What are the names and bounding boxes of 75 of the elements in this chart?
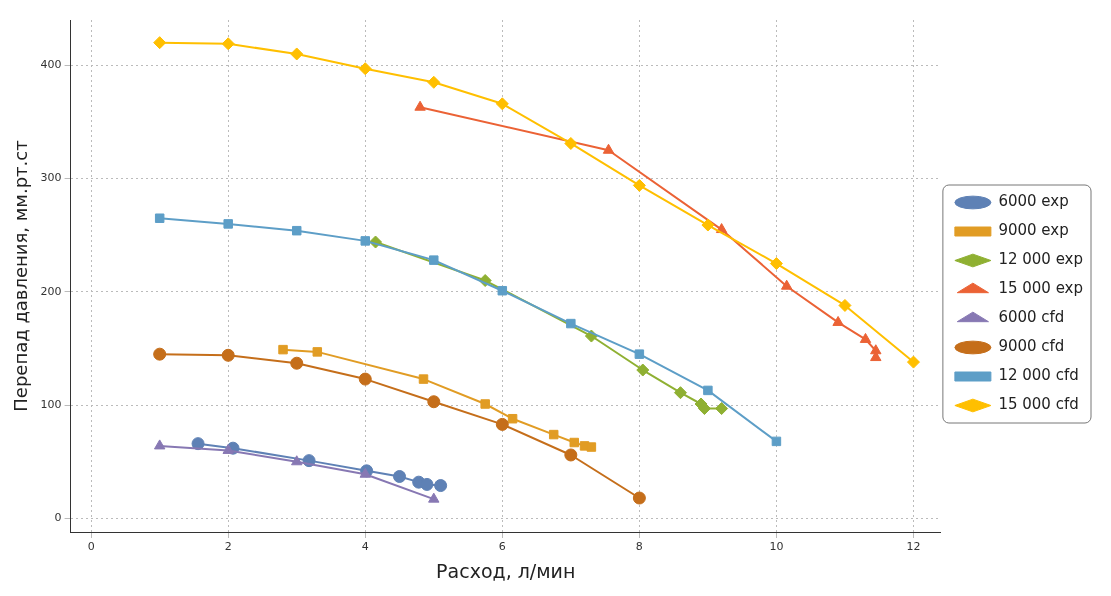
point: [414, 100, 426, 111]
y-tick-label: 400: [40, 58, 62, 72]
y-tick-label: 100: [40, 397, 62, 411]
x-tick-label: 8: [635, 540, 643, 554]
point: [358, 372, 372, 386]
point: [859, 332, 872, 343]
point: [769, 257, 783, 271]
point: [223, 219, 233, 229]
point: [906, 355, 920, 369]
point: [427, 395, 441, 409]
point: [154, 213, 165, 223]
point: [636, 363, 650, 377]
point: [771, 436, 782, 447]
x-tick-label: 12: [906, 540, 921, 554]
point: [548, 429, 559, 440]
point: [507, 413, 518, 424]
x-tick-label: 6: [498, 540, 506, 554]
point: [832, 315, 844, 326]
legend-label: 9000 cfd: [998, 337, 1065, 356]
x-tick-label: 4: [361, 540, 369, 554]
point: [291, 455, 303, 466]
point: [358, 62, 372, 76]
point: [497, 285, 508, 296]
point: [781, 279, 793, 290]
point: [221, 348, 235, 362]
point: [222, 443, 234, 454]
legend-label: 15 000 exp: [998, 279, 1084, 298]
point: [715, 402, 729, 416]
point: [153, 36, 167, 50]
x-tick-label: 2: [224, 540, 232, 554]
point: [420, 477, 434, 491]
point: [153, 439, 166, 450]
point: [703, 385, 713, 396]
point: [153, 347, 167, 361]
legend-label: 6000 cfd: [998, 308, 1065, 327]
point: [569, 437, 580, 448]
legend-label: 12 000 cfd: [998, 366, 1079, 385]
point: [701, 218, 715, 232]
point: [632, 491, 646, 505]
y-axis-title: Перепад давления, мм.рт.ст: [10, 140, 32, 412]
point: [290, 47, 304, 61]
point: [495, 417, 509, 431]
point: [564, 136, 578, 150]
point: [278, 344, 288, 355]
point: [566, 318, 576, 329]
legend-label: 15 000 cfd: [998, 395, 1079, 414]
y-tick-label: 300: [40, 171, 62, 185]
y-tick-label: 200: [40, 284, 62, 298]
point: [564, 448, 578, 462]
point: [312, 347, 323, 357]
point: [429, 255, 439, 265]
legend-label: 6000 exp: [998, 192, 1069, 211]
legend-label: 12 000 exp: [998, 250, 1084, 269]
point: [428, 492, 440, 503]
x-axis-title: Расход, л/мин: [436, 559, 576, 582]
point: [480, 399, 490, 409]
point: [360, 236, 370, 246]
point: [393, 470, 407, 483]
legend-label: 9000 exp: [998, 221, 1069, 240]
point: [434, 479, 448, 493]
point: [221, 37, 235, 51]
point: [634, 349, 645, 359]
point: [632, 178, 646, 192]
point: [427, 75, 441, 89]
point: [495, 97, 509, 111]
point: [673, 386, 687, 400]
point: [418, 374, 429, 384]
y-tick-label: 0: [54, 511, 62, 525]
point: [586, 442, 597, 452]
x-tick-label: 0: [87, 540, 95, 554]
x-tick-label: 10: [769, 540, 784, 554]
point: [290, 356, 304, 370]
point: [291, 225, 302, 236]
point: [838, 298, 852, 312]
point: [602, 143, 615, 154]
